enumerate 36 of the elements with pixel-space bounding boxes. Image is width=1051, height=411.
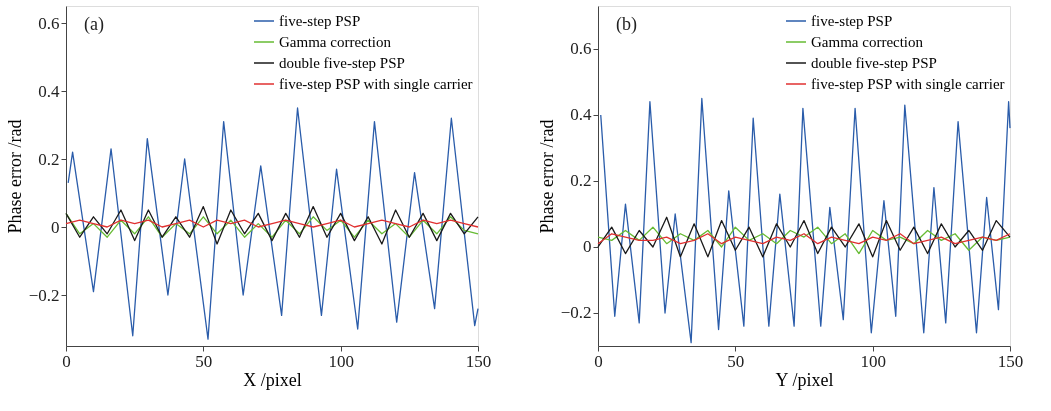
line-series — [597, 216, 1011, 258]
legend-label: double five-step PSP — [279, 55, 405, 71]
x-tick-label: 50 — [727, 351, 745, 371]
legend-label: Gamma correction — [279, 34, 392, 50]
x-tick-label: 150 — [465, 351, 492, 371]
legend-label: double five-step PSP — [811, 55, 937, 71]
legend-label: five-step PSP with single carrier — [279, 76, 473, 92]
annotation: (a) — [84, 14, 104, 35]
line-series — [597, 233, 1011, 245]
y-tick-label: 0.2 — [570, 171, 592, 191]
legend-label: five-step PSP — [811, 13, 893, 29]
y-axis-title: Phase error /rad — [536, 119, 557, 234]
legend-label: Gamma correction — [811, 34, 924, 50]
line-series — [597, 226, 1011, 255]
y-tick-label: −0.2 — [560, 303, 592, 323]
x-tick-label: 100 — [328, 351, 354, 371]
y-axis-title: Phase error /rad — [4, 119, 25, 234]
y-tick-label: 0 — [583, 237, 592, 257]
x-tick-label: 100 — [860, 351, 886, 371]
y-tick-label: 0.4 — [570, 105, 592, 125]
x-axis-title: X /pixel — [243, 369, 302, 390]
legend-label: five-step PSP with single carrier — [811, 76, 1005, 92]
line-series — [65, 212, 479, 238]
x-tick-label: 150 — [997, 351, 1024, 371]
y-tick-label: 0 — [51, 217, 60, 237]
y-tick-label: 0.2 — [38, 149, 60, 169]
x-tick-label: 50 — [195, 351, 213, 371]
annotation: (b) — [616, 14, 637, 35]
y-tick-label: 0.6 — [38, 13, 60, 33]
legend-label: five-step PSP — [279, 13, 361, 29]
x-axis-title: Y /pixel — [775, 369, 834, 390]
line-series — [65, 205, 479, 245]
line-series — [67, 107, 479, 340]
y-tick-label: 0.6 — [570, 39, 592, 59]
y-tick-label: −0.2 — [28, 285, 60, 305]
y-tick-label: 0.4 — [38, 81, 60, 101]
